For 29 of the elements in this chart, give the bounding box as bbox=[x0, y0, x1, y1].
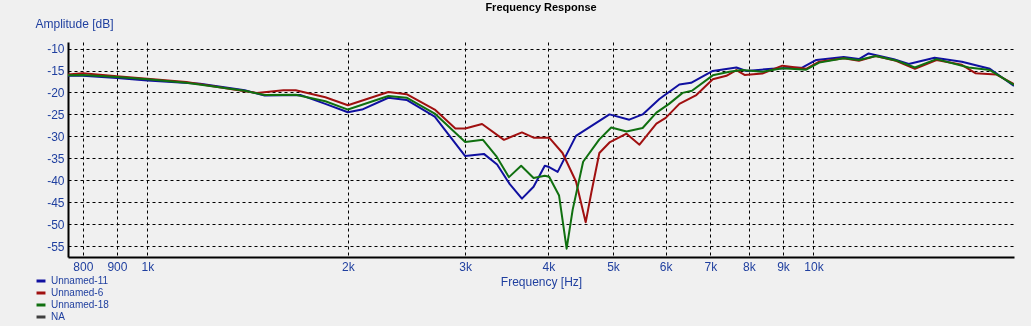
x-tick-label: 6k bbox=[659, 259, 674, 274]
y-tick-label: -40 bbox=[47, 173, 65, 188]
y-tick-label: -10 bbox=[47, 42, 65, 57]
y-tick-label: -50 bbox=[47, 217, 65, 232]
x-tick-label: 4k bbox=[542, 259, 557, 274]
x-tick-label: 7k bbox=[704, 259, 719, 274]
x-tick-label: 8k bbox=[743, 259, 757, 274]
x-tick-label: 3k bbox=[459, 259, 474, 274]
legend-label: Unnamed-11 bbox=[51, 275, 109, 286]
y-tick-label: -20 bbox=[47, 85, 65, 100]
y-tick-label: -25 bbox=[47, 107, 65, 122]
legend-label: Unnamed-6 bbox=[51, 287, 104, 298]
y-tick-label: -15 bbox=[47, 64, 65, 79]
x-axis-title: Frequency [Hz] bbox=[500, 274, 583, 289]
x-tick-label: 2k bbox=[342, 259, 356, 274]
x-tick-label: 900 bbox=[107, 259, 128, 274]
x-tick-label: 800 bbox=[73, 259, 94, 274]
x-tick-label: 1k bbox=[141, 259, 156, 274]
y-axis-title: Amplitude [dB] bbox=[35, 16, 114, 31]
y-tick-label: -30 bbox=[47, 129, 65, 144]
x-tick-label: 10k bbox=[804, 259, 825, 274]
y-tick-label: -35 bbox=[47, 151, 65, 166]
y-tick-label: -45 bbox=[47, 195, 65, 210]
chart-title: Frequency Response bbox=[485, 1, 597, 13]
x-tick-label: 9k bbox=[777, 259, 791, 274]
legend-label: Unnamed-18 bbox=[51, 299, 110, 310]
x-tick-label: 5k bbox=[607, 259, 621, 274]
y-tick-label: -55 bbox=[47, 239, 65, 254]
legend-label: NA bbox=[51, 311, 66, 322]
